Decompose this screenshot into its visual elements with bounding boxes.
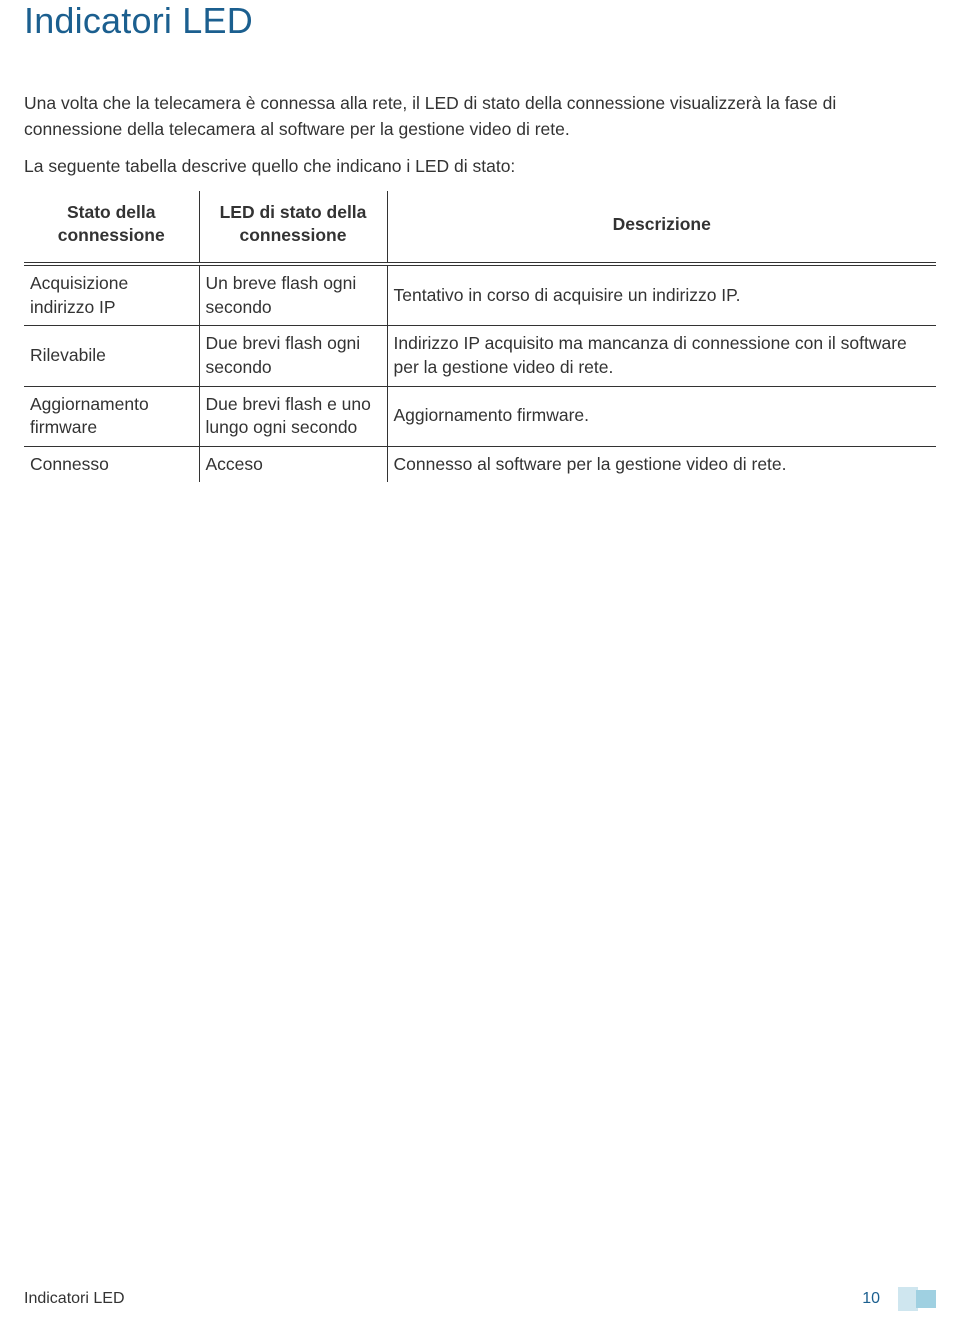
table-cell: Connesso al software per la gestione vid… [387, 446, 936, 482]
intro-paragraph-2: La seguente tabella descrive quello che … [24, 153, 936, 179]
intro-paragraph-1: Una volta che la telecamera è connessa a… [24, 90, 936, 143]
table-row: Connesso Acceso Connesso al software per… [24, 446, 936, 482]
table-header-cell: LED di stato della connessione [199, 191, 387, 264]
footer-section-title: Indicatori LED [24, 1290, 125, 1308]
led-table: Stato della connessione LED di stato del… [24, 191, 936, 483]
table-header-row: Stato della connessione LED di stato del… [24, 191, 936, 264]
footer-decoration-icon [898, 1287, 936, 1311]
table-cell: Aggiornamento firmware [24, 386, 199, 446]
table-cell: Acquisizione indirizzo IP [24, 264, 199, 326]
table-cell: Acceso [199, 446, 387, 482]
page-title: Indicatori LED [24, 0, 936, 42]
table-header-cell: Descrizione [387, 191, 936, 264]
page-number: 10 [862, 1290, 880, 1308]
table-cell: Due brevi flash e uno lungo ogni secondo [199, 386, 387, 446]
page-footer: Indicatori LED 10 [0, 1287, 960, 1311]
table-cell: Connesso [24, 446, 199, 482]
table-cell: Due brevi flash ogni secondo [199, 326, 387, 386]
table-cell: Un breve flash ogni secondo [199, 264, 387, 326]
table-row: Aggiornamento firmware Due brevi flash e… [24, 386, 936, 446]
table-row: Rilevabile Due brevi flash ogni secondo … [24, 326, 936, 386]
table-row: Acquisizione indirizzo IP Un breve flash… [24, 264, 936, 326]
table-cell: Aggiornamento firmware. [387, 386, 936, 446]
table-header-cell: Stato della connessione [24, 191, 199, 264]
table-cell: Tentativo in corso di acquisire un indir… [387, 264, 936, 326]
table-cell: Rilevabile [24, 326, 199, 386]
table-cell: Indirizzo IP acquisito ma mancanza di co… [387, 326, 936, 386]
